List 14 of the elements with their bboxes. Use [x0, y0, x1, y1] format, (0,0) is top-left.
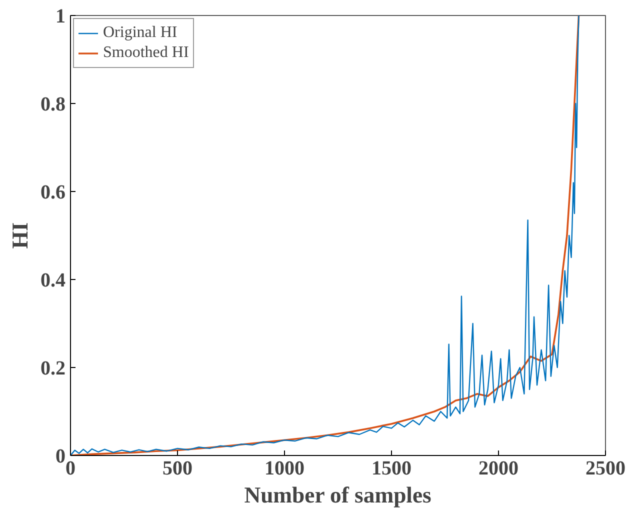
x-tick-label: 2000	[478, 458, 518, 480]
y-tick-label: 0.4	[40, 270, 66, 292]
y-tick-label: 1	[56, 6, 66, 28]
y-tick-label: 0.6	[40, 182, 66, 204]
legend-label: Smoothed HI	[103, 44, 189, 62]
x-axis-title: Number of samples	[244, 482, 432, 508]
x-tick-label: 2500	[586, 458, 626, 480]
x-tick-label: 500	[162, 458, 192, 480]
x-tick-label: 1500	[372, 458, 412, 480]
y-axis-title: HI	[8, 222, 32, 249]
legend-label: Original HI	[103, 24, 178, 42]
y-tick-label: 0.2	[40, 358, 66, 380]
y-tick-label: 0.8	[40, 94, 66, 116]
x-tick-label: 1000	[264, 458, 304, 480]
